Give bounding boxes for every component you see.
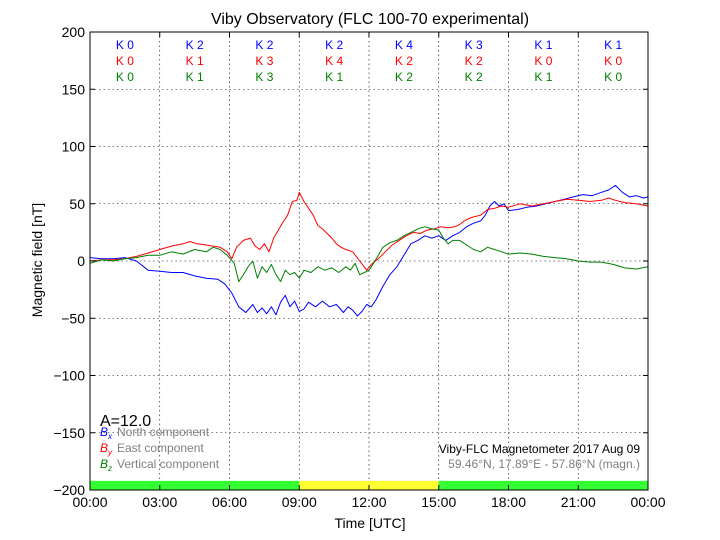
k-index-label: K 2: [395, 54, 413, 68]
k-index-label: K 0: [116, 70, 134, 84]
y-tick-label: 100: [62, 139, 86, 155]
x-tick-label: 09:00: [282, 494, 317, 510]
k-index-table: K 0 K 2 K 2 K 2 K 4 K 3 K 1 K 1 K 0 K 1 K 3 K 4 K 2 K…: [116, 38, 623, 84]
k-index-label: K 3: [465, 38, 483, 52]
x-tick-label: 21:00: [561, 494, 596, 510]
y-tick-label: −100: [53, 368, 85, 384]
station-text: Viby-FLC Magnetometer 2017 Aug 09: [439, 442, 641, 456]
legend-symbol-base: B: [100, 425, 108, 439]
k-index-label: K 2: [465, 70, 483, 84]
k-index-label: K 0: [604, 70, 622, 84]
x-tick-label: 12:00: [351, 494, 386, 510]
k-index-label: K 0: [116, 54, 134, 68]
x-tick-label: 00:00: [72, 494, 107, 510]
daylight-bar-segment: [438, 480, 648, 490]
grid: [90, 32, 648, 490]
x-tick-label: 18:00: [491, 494, 526, 510]
legend-symbol: Bz: [100, 457, 112, 473]
x-tick-label: 03:00: [142, 494, 177, 510]
legend-label: Vertical component: [117, 457, 220, 471]
y-tick-label: 50: [69, 196, 85, 212]
k-index-label: K 1: [186, 70, 204, 84]
series-line-y: [89, 191, 649, 271]
x-tick-label: 06:00: [212, 494, 247, 510]
k-index-label: K 3: [255, 54, 273, 68]
legend-symbol-subscript: y: [107, 448, 113, 457]
k-index-label: K 2: [186, 38, 204, 52]
chart-title: Viby Observatory (FLC 100-70 experimenta…: [211, 11, 529, 28]
a-index-label: A=12.0: [100, 413, 151, 430]
k-index-label: K 0: [534, 54, 552, 68]
k-index-label: K 2: [325, 38, 343, 52]
x-axis-label: Time [UTC]: [334, 515, 405, 531]
legend-symbol-base: B: [100, 441, 108, 455]
axis-ticks: 00:00 03:00 06:00 09:00 12:00 15:00 18:00 21:00…: [53, 24, 665, 510]
y-tick-label: 0: [77, 253, 85, 269]
annotations: A=12.0 Viby-FLC Magnetometer 2017 Aug 09…: [100, 413, 640, 471]
series-line-z: [89, 226, 649, 283]
k-index-label: K 1: [534, 38, 552, 52]
y-tick-label: 150: [62, 81, 86, 97]
k-index-label: K 1: [604, 38, 622, 52]
y-tick-label: −50: [61, 310, 85, 326]
k-index-label: K 2: [395, 70, 413, 84]
k-index-label: K 1: [186, 54, 204, 68]
k-index-label: K 0: [604, 54, 622, 68]
legend-label: East component: [117, 441, 204, 455]
legend-symbol-base: B: [100, 457, 108, 471]
y-tick-label: −200: [53, 482, 85, 498]
legend-label: North component: [117, 425, 210, 439]
legend: Bx North component By East component Bz Verti…: [100, 425, 220, 473]
k-index-label: K 2: [465, 54, 483, 68]
k-index-label: K 1: [325, 70, 343, 84]
y-axis-label: Magnetic field [nT]: [29, 203, 45, 317]
legend-symbol-subscript: z: [107, 464, 112, 473]
y-tick-label: −150: [53, 425, 85, 441]
daylight-bar-segment: [90, 480, 300, 490]
legend-symbol: Bx: [100, 425, 113, 441]
series-layer: [89, 184, 649, 317]
coords-text: 59.46°N, 17.89°E - 57.86°N (magn.): [448, 457, 640, 471]
k-index-label: K 4: [325, 54, 343, 68]
k-index-label: K 1: [534, 70, 552, 84]
x-tick-label: 15:00: [421, 494, 456, 510]
legend-symbol: By: [100, 441, 113, 457]
x-tick-label: 00:00: [630, 494, 665, 510]
k-index-label: K 2: [255, 38, 273, 52]
legend-symbol-subscript: x: [107, 432, 113, 441]
k-index-label: K 0: [116, 38, 134, 52]
k-index-label: K 3: [255, 70, 273, 84]
k-index-label: K 4: [395, 38, 413, 52]
y-tick-label: 200: [62, 24, 86, 40]
